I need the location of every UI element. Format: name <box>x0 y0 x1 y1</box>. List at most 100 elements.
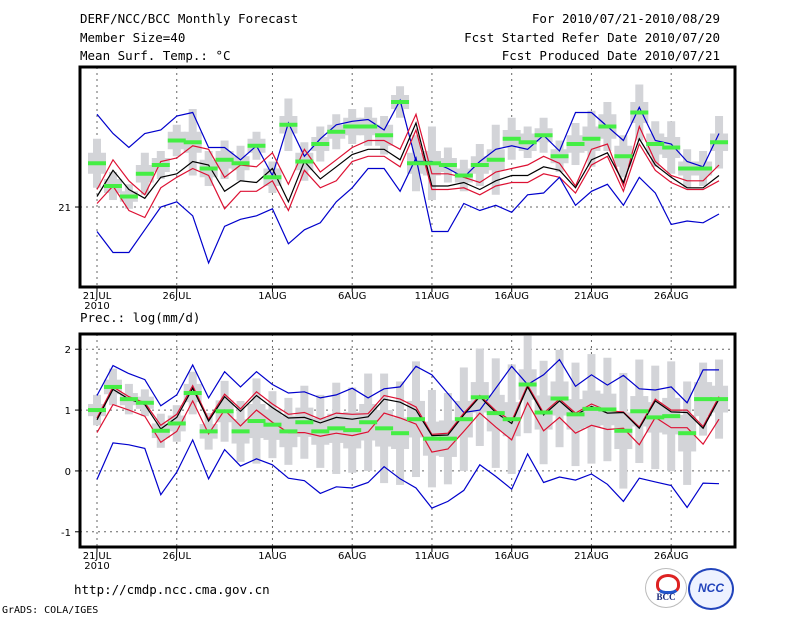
precip-median-marker <box>231 429 250 434</box>
precip-median-marker <box>359 420 378 425</box>
precip-median-marker <box>311 429 330 434</box>
temp-median-marker <box>470 163 489 168</box>
temp-median-marker <box>534 133 553 138</box>
temp-median-marker <box>614 154 633 159</box>
precip-median-marker <box>694 397 713 402</box>
temp-median-marker <box>231 161 250 166</box>
precip-frame <box>78 332 737 549</box>
temp-median-marker <box>518 140 537 145</box>
temp-xtick-label: 11AUG <box>415 291 450 302</box>
precip-median-marker <box>534 410 553 415</box>
temp-xtick-label: 21AUG <box>574 291 609 302</box>
precip-xtick-label: 11AUG <box>415 551 450 562</box>
precip-median-marker <box>646 415 665 420</box>
temp-median-marker <box>454 173 473 178</box>
precip-xtick-label: 6AUG <box>338 551 366 562</box>
temp-median-marker <box>311 142 330 147</box>
temp-median-marker <box>343 124 362 129</box>
temp-series-upper <box>96 112 720 196</box>
precip-series-max <box>96 358 719 414</box>
temp-series-min <box>96 156 720 265</box>
precip-xtick-year: 2010 <box>84 561 109 572</box>
precip-median-marker <box>518 382 537 387</box>
precip-ytick-label: 2 <box>65 345 71 356</box>
temp-median-marker <box>502 136 521 141</box>
temp-median-marker <box>199 166 218 171</box>
precip-median-marker <box>582 406 601 411</box>
forecast-produced-date: Fcst Produced Date 2010/07/21 <box>501 48 720 63</box>
source-url[interactable]: http://cmdp.ncc.cma.gov.cn <box>74 582 270 597</box>
precip-median-marker <box>103 384 122 389</box>
temp-xtick-label: 16AUG <box>494 291 529 302</box>
precip-median-marker <box>135 400 154 405</box>
temp-xtick-label: 21JUL <box>83 291 112 302</box>
temp-panel-title: Mean Surf. Temp.: °C <box>80 48 231 63</box>
temp-median-marker <box>646 142 665 147</box>
temp-series-lower <box>96 128 720 219</box>
temp-median-marker <box>151 163 170 168</box>
temp-median-marker <box>582 136 601 141</box>
temp-median-marker <box>678 166 697 171</box>
bcc-logo-text: BCC <box>656 592 676 602</box>
precip-median-marker <box>295 420 314 425</box>
precip-median-marker <box>502 417 521 422</box>
temp-ytick-label: 21 <box>58 203 71 214</box>
precip-series-min <box>96 438 720 509</box>
temp-median-marker <box>359 124 378 129</box>
temp-xtick-year: 2010 <box>84 301 109 312</box>
precip-median-marker <box>470 395 489 400</box>
precip-median-marker <box>151 428 170 433</box>
precip-median-marker <box>375 426 394 431</box>
temp-median-marker <box>391 100 410 105</box>
temp-median-marker <box>135 171 154 176</box>
precip-median-marker <box>407 417 425 422</box>
precip-median-marker <box>598 407 617 412</box>
precip-median-marker <box>566 412 585 417</box>
precip-median-marker <box>215 409 234 414</box>
precip-median-marker <box>183 391 202 396</box>
temp-series-mean <box>96 121 720 204</box>
chart-title: DERF/NCC/BCC Monthly Forecast <box>80 11 299 26</box>
precip-median-marker <box>119 397 138 402</box>
precip-ytick-label: 1 <box>65 406 71 417</box>
temp-median-marker <box>247 143 266 148</box>
precip-median-marker <box>422 436 441 441</box>
temp-xtick-label: 1AUG <box>258 291 286 302</box>
precip-median-marker <box>199 429 218 434</box>
temp-xtick-label: 6AUG <box>338 291 366 302</box>
temp-median-marker <box>550 154 569 159</box>
precip-ytick-label: -1 <box>61 528 71 539</box>
temp-median-marker <box>295 159 314 164</box>
precip-ytick-label: 0 <box>65 467 71 478</box>
temp-median-marker <box>710 140 729 145</box>
precip-median-marker <box>614 428 633 433</box>
precip-median-marker <box>486 411 505 416</box>
temp-median-marker <box>566 142 585 147</box>
precip-panel-title: Prec.: log(mm/d) <box>80 310 201 325</box>
temp-median-marker <box>662 145 681 150</box>
ncc-logo-text: NCC <box>698 581 724 595</box>
precip-series-mean <box>96 385 720 437</box>
precip-median-marker <box>327 426 346 431</box>
precip-median-marker <box>391 431 410 436</box>
temp-median-marker <box>215 157 234 162</box>
precip-median-marker <box>167 421 186 426</box>
precip-median-marker <box>343 428 362 433</box>
precip-median-marker <box>550 396 569 401</box>
bcc-logo: BCC <box>645 568 687 608</box>
temp-median-marker <box>119 194 138 199</box>
temp-median-marker <box>422 161 441 166</box>
precip-xtick-label: 1AUG <box>258 551 286 562</box>
temp-median-marker <box>375 133 394 138</box>
bcc-emblem-icon <box>656 574 680 594</box>
temp-median-marker <box>263 175 282 180</box>
precip-median-marker <box>88 408 106 413</box>
temp-median-marker <box>279 122 298 127</box>
temp-median-marker <box>103 184 122 189</box>
temp-median-marker <box>327 129 346 134</box>
precip-median-marker <box>247 419 266 424</box>
precip-median-marker <box>263 422 282 427</box>
precip-median-marker <box>279 429 298 434</box>
precip-median-marker <box>630 409 649 414</box>
